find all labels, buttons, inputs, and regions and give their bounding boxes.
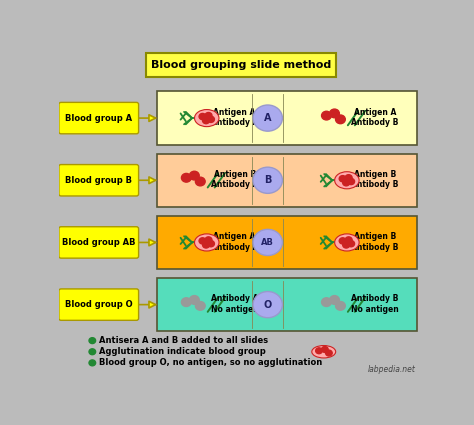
Text: AB: AB: [261, 238, 274, 247]
Circle shape: [326, 350, 332, 356]
Text: labpedia.net: labpedia.net: [368, 366, 416, 374]
Circle shape: [190, 171, 199, 180]
Ellipse shape: [194, 234, 219, 251]
Circle shape: [336, 301, 345, 310]
Circle shape: [343, 180, 350, 186]
Text: Blood grouping slide method: Blood grouping slide method: [151, 60, 331, 70]
Ellipse shape: [335, 234, 359, 251]
Circle shape: [345, 175, 352, 181]
Text: Antigen A: Antigen A: [213, 108, 256, 117]
Ellipse shape: [312, 346, 336, 358]
Circle shape: [199, 113, 206, 120]
Text: No antigen: No antigen: [211, 305, 258, 314]
Circle shape: [195, 177, 205, 186]
Text: A: A: [264, 113, 272, 123]
Ellipse shape: [194, 110, 219, 127]
Text: Antisera A and B added to all slides: Antisera A and B added to all slides: [99, 336, 268, 345]
Text: Antibody B: Antibody B: [351, 180, 399, 190]
Circle shape: [253, 167, 283, 193]
Circle shape: [190, 296, 199, 304]
Circle shape: [89, 360, 96, 366]
Text: Blood group O, no antigen, so no agglutination: Blood group O, no antigen, so no aggluti…: [99, 358, 322, 367]
Text: Antigen B: Antigen B: [213, 170, 256, 179]
FancyBboxPatch shape: [157, 278, 417, 332]
Text: Antibody B: Antibody B: [351, 243, 399, 252]
Text: Antigen B: Antigen B: [354, 232, 396, 241]
Text: Antibody A: Antibody A: [211, 118, 258, 127]
Circle shape: [321, 346, 328, 352]
Circle shape: [253, 230, 283, 255]
Ellipse shape: [335, 172, 359, 189]
Text: Antibody A: Antibody A: [211, 180, 258, 190]
FancyBboxPatch shape: [59, 227, 138, 258]
Circle shape: [89, 338, 96, 343]
Circle shape: [336, 115, 345, 124]
Text: Blood group O: Blood group O: [65, 300, 132, 309]
Circle shape: [208, 116, 214, 122]
Circle shape: [182, 298, 191, 306]
Circle shape: [347, 241, 355, 247]
FancyBboxPatch shape: [59, 289, 138, 320]
Text: Blood group A: Blood group A: [65, 113, 132, 122]
Circle shape: [195, 301, 205, 310]
FancyBboxPatch shape: [59, 164, 138, 196]
Circle shape: [343, 242, 350, 248]
Text: Antigen B: Antigen B: [354, 170, 396, 179]
Circle shape: [89, 349, 96, 355]
FancyBboxPatch shape: [146, 53, 336, 77]
Circle shape: [339, 238, 346, 244]
Circle shape: [316, 348, 322, 354]
Circle shape: [182, 173, 191, 182]
Circle shape: [205, 237, 212, 243]
Text: No antigen: No antigen: [351, 305, 399, 314]
Text: Antigen A: Antigen A: [213, 232, 256, 241]
FancyBboxPatch shape: [59, 102, 138, 134]
Circle shape: [199, 238, 206, 244]
Text: B: B: [264, 175, 272, 185]
Circle shape: [208, 241, 214, 247]
Text: Blood group B: Blood group B: [65, 176, 132, 185]
FancyBboxPatch shape: [157, 91, 417, 145]
Circle shape: [329, 296, 339, 304]
Circle shape: [347, 178, 355, 184]
Circle shape: [329, 109, 339, 118]
Text: Blood group AB: Blood group AB: [62, 238, 135, 247]
FancyBboxPatch shape: [157, 153, 417, 207]
Circle shape: [253, 105, 283, 131]
Circle shape: [253, 292, 283, 318]
Text: Antibody B: Antibody B: [351, 294, 399, 303]
FancyBboxPatch shape: [157, 216, 417, 269]
Circle shape: [202, 242, 210, 248]
Circle shape: [321, 298, 331, 306]
Text: O: O: [264, 300, 272, 310]
Circle shape: [202, 117, 210, 124]
Circle shape: [205, 113, 212, 119]
Text: Antibody A: Antibody A: [211, 294, 258, 303]
Text: Antibody A: Antibody A: [211, 243, 258, 252]
Circle shape: [339, 176, 346, 182]
Text: Agglutination indicate blood group: Agglutination indicate blood group: [99, 347, 265, 356]
Text: Antibody B: Antibody B: [351, 118, 399, 127]
Circle shape: [345, 237, 352, 243]
Circle shape: [321, 111, 331, 120]
Text: Antigen A: Antigen A: [354, 108, 396, 117]
